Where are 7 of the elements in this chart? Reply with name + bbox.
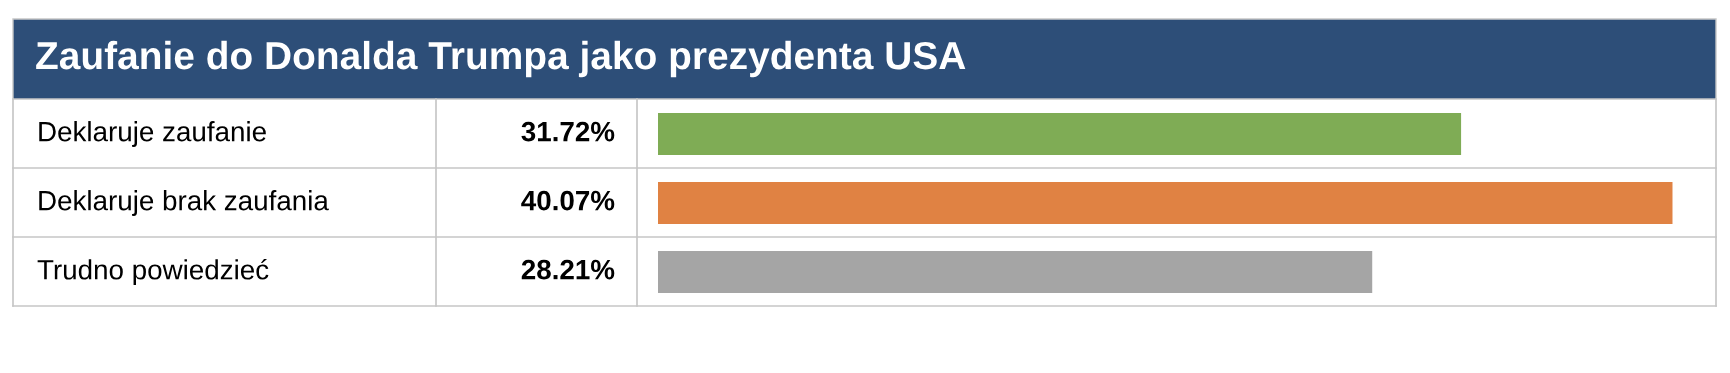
- data-label: 28.21%: [521, 259, 615, 280]
- y-tick-label: Trudno powiedzieć: [37, 258, 269, 286]
- chart-title: Zaufanie do Donalda Trumpa jako prezydenta USA: [36, 40, 966, 78]
- data-label: 40.07%: [521, 190, 615, 211]
- y-tick-label: Deklaruje brak zaufania: [39, 190, 329, 216]
- data-label: 31.72%: [521, 121, 615, 142]
- y-tick-label: Deklaruje zaufanie: [39, 121, 266, 147]
